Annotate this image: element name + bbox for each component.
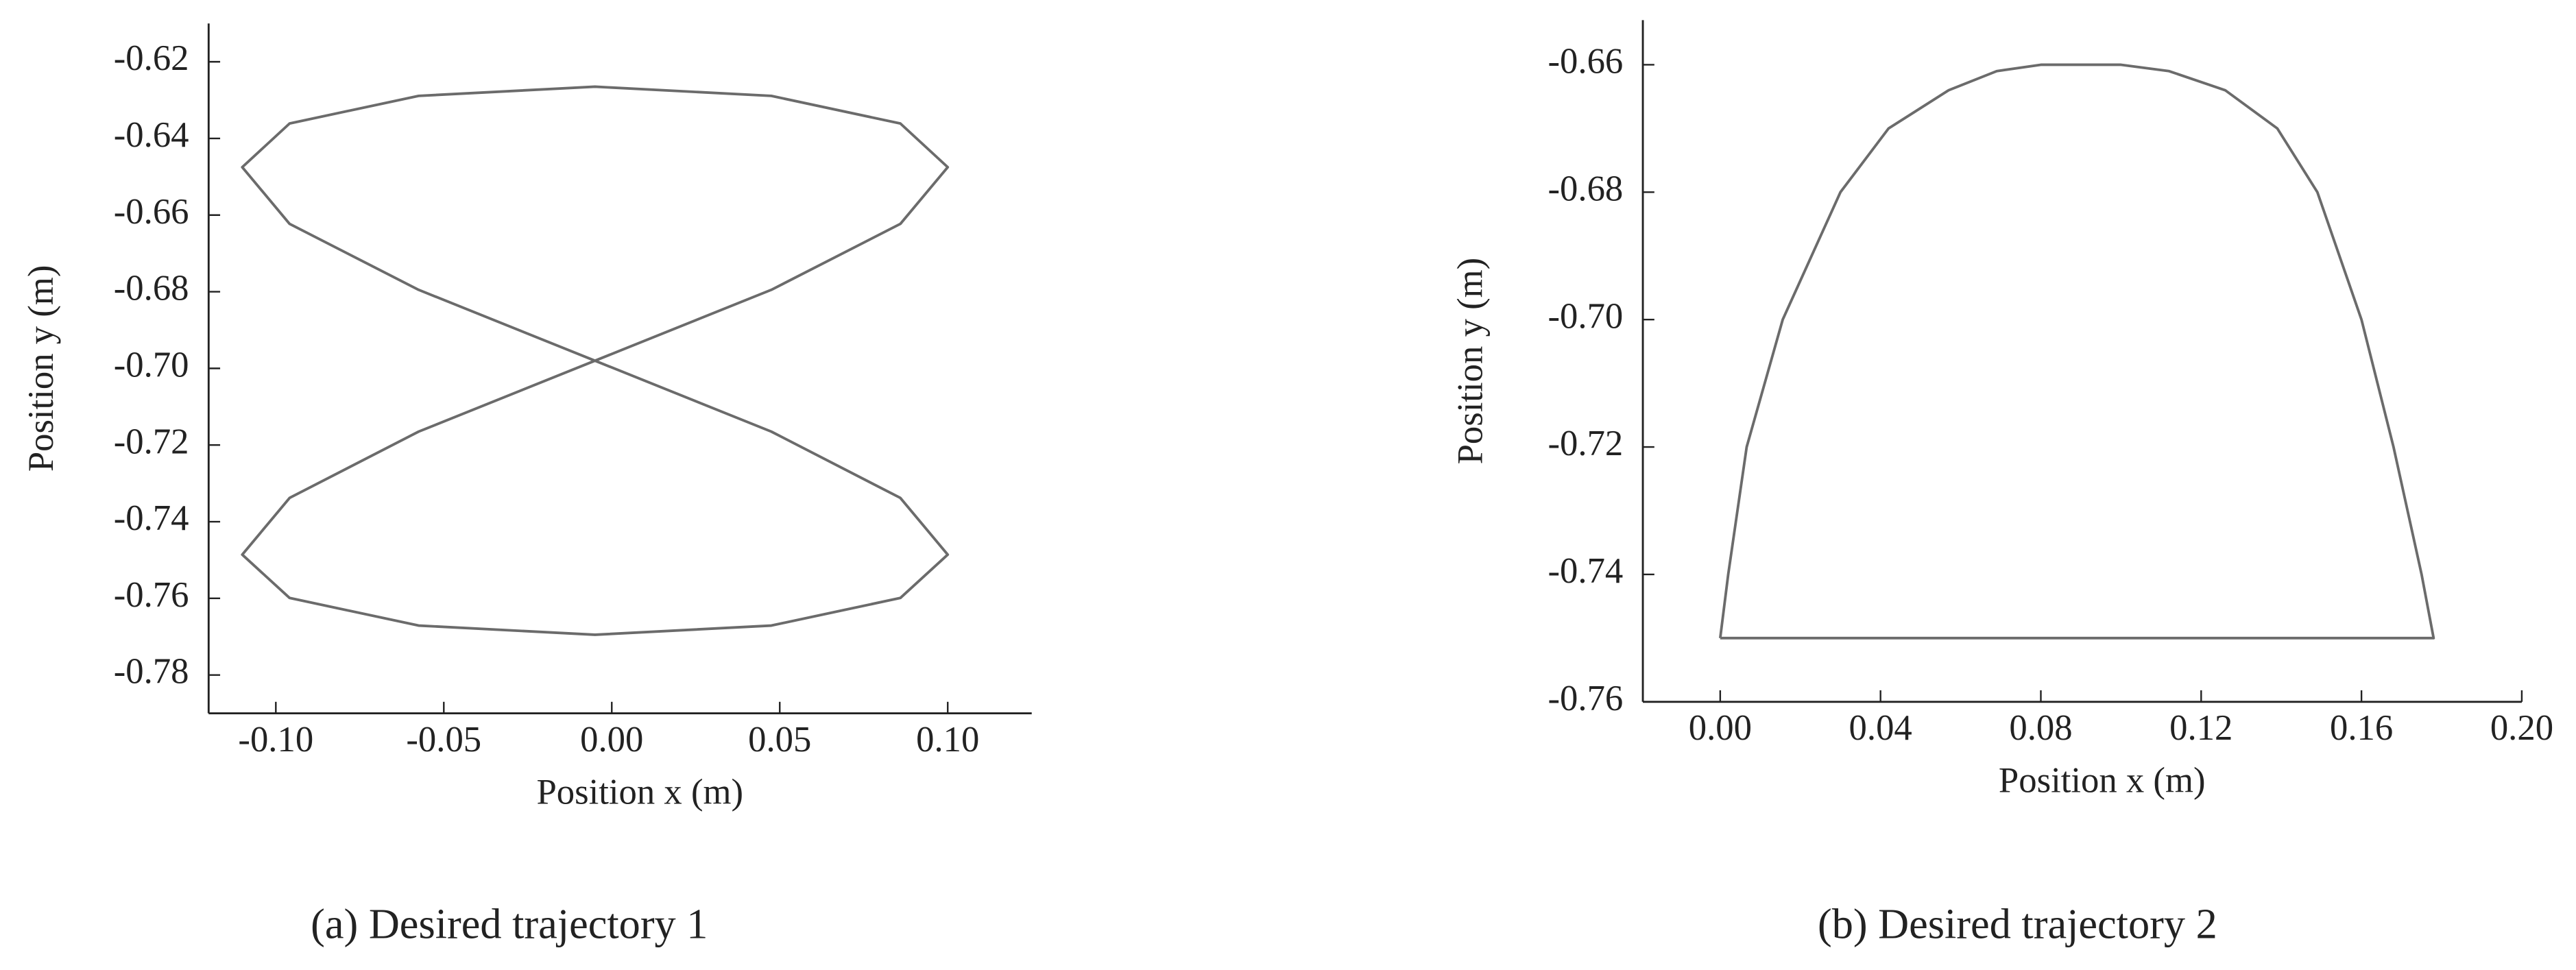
- y-tick-label: -0.76: [114, 575, 189, 615]
- caption: (a) Desired trajectory 1: [311, 901, 708, 948]
- y-tick-label: -0.68: [114, 269, 189, 308]
- x-axis-label: Position x (m): [1999, 761, 2206, 801]
- y-tick-label: -0.68: [1548, 169, 1624, 208]
- trajectory-line: [241, 85, 950, 636]
- x-tick-label: 0.00: [1689, 708, 1752, 748]
- y-tick-label: -0.64: [114, 115, 189, 155]
- y-tick-label: -0.74: [114, 498, 189, 538]
- x-tick-label: 0.16: [2330, 708, 2393, 748]
- y-tick-label: -0.70: [1548, 296, 1624, 336]
- x-tick-label: 0.04: [1849, 708, 1912, 748]
- trajectory-line: [1718, 63, 2435, 640]
- x-tick-label: 0.12: [2169, 708, 2232, 748]
- y-tick-label: -0.74: [1548, 551, 1624, 591]
- x-tick-label: 0.20: [2490, 708, 2553, 748]
- x-tick-label: 0.00: [580, 720, 643, 760]
- x-tick-label: 0.05: [748, 720, 811, 760]
- y-tick-label: -0.72: [114, 422, 189, 461]
- x-tick-label: -0.10: [238, 720, 313, 760]
- x-tick-label: -0.05: [406, 720, 481, 760]
- x-axis-label: Position x (m): [536, 772, 743, 812]
- y-tick-label: -0.72: [1548, 424, 1624, 463]
- y-tick-label: -0.66: [1548, 42, 1624, 82]
- x-tick-label: 0.10: [916, 720, 979, 760]
- x-tick-label: 0.08: [2009, 708, 2072, 748]
- y-axis-label: Position y (m): [21, 265, 61, 472]
- y-tick-label: -0.78: [114, 652, 189, 692]
- y-tick-label: -0.66: [114, 192, 189, 232]
- y-axis-label: Position y (m): [1450, 258, 1490, 465]
- y-tick-label: -0.62: [114, 38, 189, 78]
- y-tick-label: -0.76: [1548, 679, 1624, 718]
- y-tick-label: -0.70: [114, 345, 189, 385]
- caption: (b) Desired trajectory 2: [1818, 901, 2217, 948]
